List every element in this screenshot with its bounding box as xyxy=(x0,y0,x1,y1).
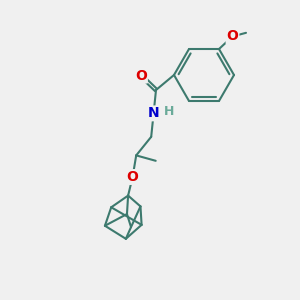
Text: O: O xyxy=(127,170,139,184)
Text: N: N xyxy=(148,106,159,120)
Text: H: H xyxy=(164,105,174,119)
Text: O: O xyxy=(135,69,147,82)
Text: O: O xyxy=(226,29,238,44)
